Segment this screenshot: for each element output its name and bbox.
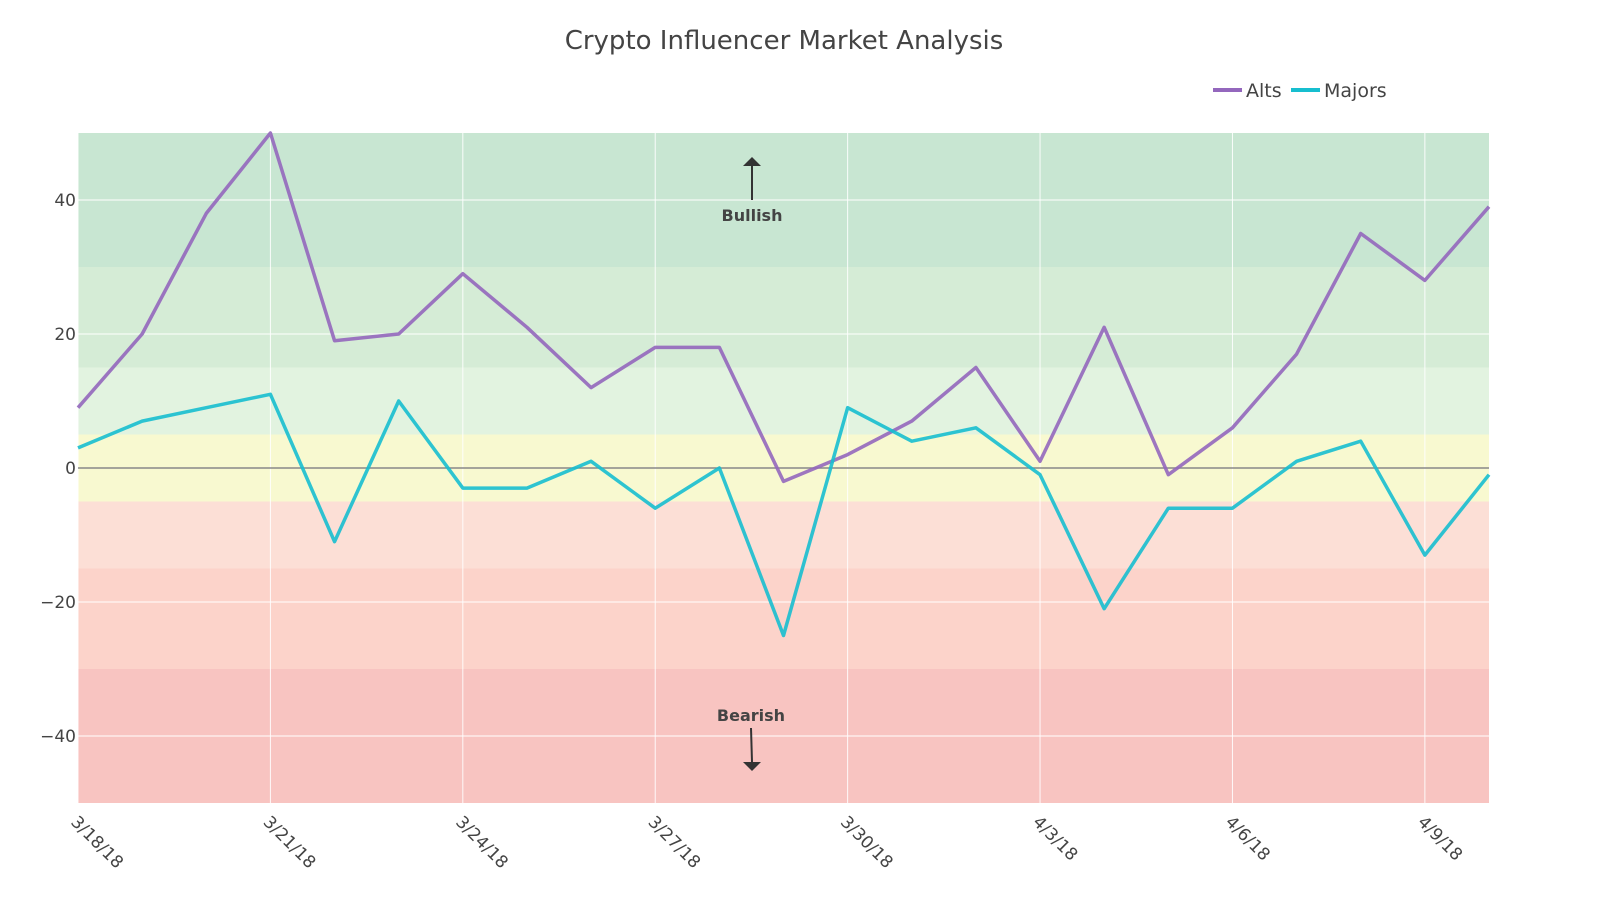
chart-title: Crypto Influencer Market Analysis: [565, 26, 1004, 56]
bearish-label: Bearish: [717, 706, 785, 725]
sentiment-band: [78, 267, 1489, 368]
legend-item-alts[interactable]: Alts: [1213, 80, 1282, 102]
x-tick-label: 4/6/18: [1221, 812, 1274, 865]
legend-label-majors: Majors: [1324, 80, 1387, 102]
series-line-majors: [77, 392, 1491, 638]
x-tick-label: 3/30/18: [836, 812, 896, 872]
y-tick-label: 40: [54, 191, 76, 211]
sentiment-band: [78, 568, 1489, 669]
arrow-down-icon: [750, 727, 753, 763]
y-tick-label: 20: [54, 325, 76, 345]
annotation-bullish: Bullish: [722, 157, 783, 225]
x-tick-label: 3/18/18: [66, 812, 126, 872]
legend: Alts Majors: [1213, 80, 1387, 102]
x-tick-label: 3/24/18: [451, 812, 511, 872]
x-tick-label: 4/3/18: [1029, 812, 1082, 865]
y-tick-label: 0: [65, 459, 76, 479]
arrow-up-head: [743, 157, 761, 166]
y-tick-label: −20: [40, 593, 76, 613]
sentiment-band: [78, 501, 1489, 569]
bullish-label: Bullish: [722, 206, 783, 225]
y-tick-label: −40: [40, 727, 76, 747]
annotation-bearish: Bearish: [717, 706, 785, 771]
legend-label-alts: Alts: [1246, 80, 1282, 102]
legend-item-majors[interactable]: Majors: [1291, 80, 1387, 102]
arrow-down-head: [743, 762, 761, 771]
x-tick-label: 3/27/18: [644, 812, 704, 872]
x-tick-label: 3/21/18: [259, 812, 319, 872]
x-tick-label: 4/9/18: [1413, 812, 1466, 865]
series-line-alts: [76, 131, 1491, 484]
